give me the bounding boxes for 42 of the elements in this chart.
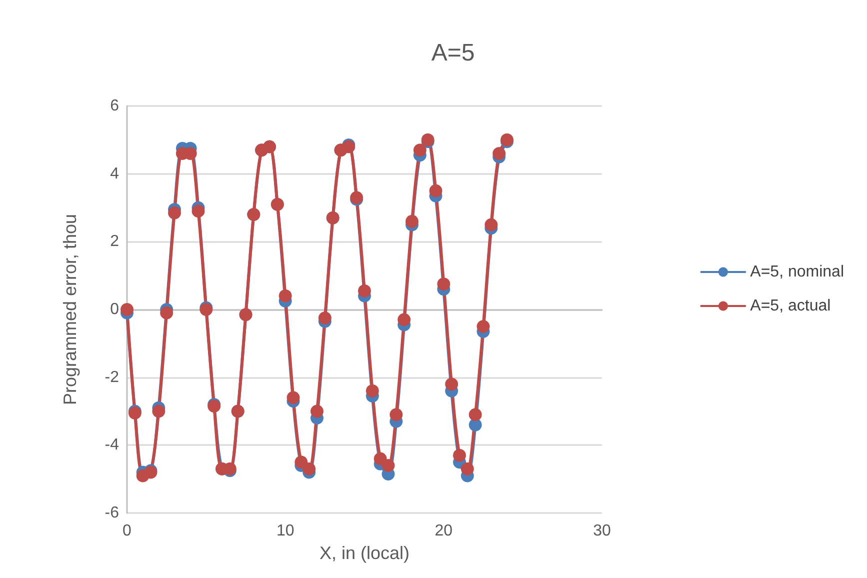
point xyxy=(286,391,300,404)
x-tick-label: 20 xyxy=(434,522,453,540)
point xyxy=(460,462,474,476)
y-tick-label: -2 xyxy=(104,368,120,386)
point xyxy=(398,313,411,326)
x-axis-title: X, in (local) xyxy=(319,542,410,563)
point xyxy=(390,408,403,422)
y-axis-title: Programmed error, thou xyxy=(60,214,80,406)
point xyxy=(413,144,426,157)
point xyxy=(453,448,466,462)
point xyxy=(168,206,181,220)
x-tick-label: 0 xyxy=(122,522,132,540)
point xyxy=(437,278,450,291)
point xyxy=(152,404,166,418)
point xyxy=(382,459,395,472)
point xyxy=(484,218,498,232)
point xyxy=(476,320,490,333)
point xyxy=(406,214,418,228)
point xyxy=(366,384,379,398)
point xyxy=(358,284,371,298)
legend-label: A=5, actual xyxy=(750,298,831,314)
chart-title: A=5 xyxy=(431,40,475,66)
point xyxy=(492,146,506,160)
x-tick-label: 30 xyxy=(593,522,611,540)
y-tick-label: -6 xyxy=(104,504,120,522)
y-tick-label: -4 xyxy=(104,436,120,454)
y-tick-label: 0 xyxy=(110,301,120,318)
point xyxy=(160,306,174,320)
y-tick-label: 6 xyxy=(110,98,120,114)
point xyxy=(445,378,458,391)
point xyxy=(302,462,316,476)
point xyxy=(318,311,332,324)
point xyxy=(468,408,482,422)
y-tick-label: 2 xyxy=(110,233,120,250)
legend-label: A=5, nominal xyxy=(750,264,844,280)
point xyxy=(429,184,442,198)
point xyxy=(310,404,324,418)
point xyxy=(278,289,292,302)
y-tick-label: 4 xyxy=(110,165,120,182)
x-tick-label: 10 xyxy=(276,522,294,540)
point xyxy=(192,204,205,218)
point xyxy=(120,303,134,316)
